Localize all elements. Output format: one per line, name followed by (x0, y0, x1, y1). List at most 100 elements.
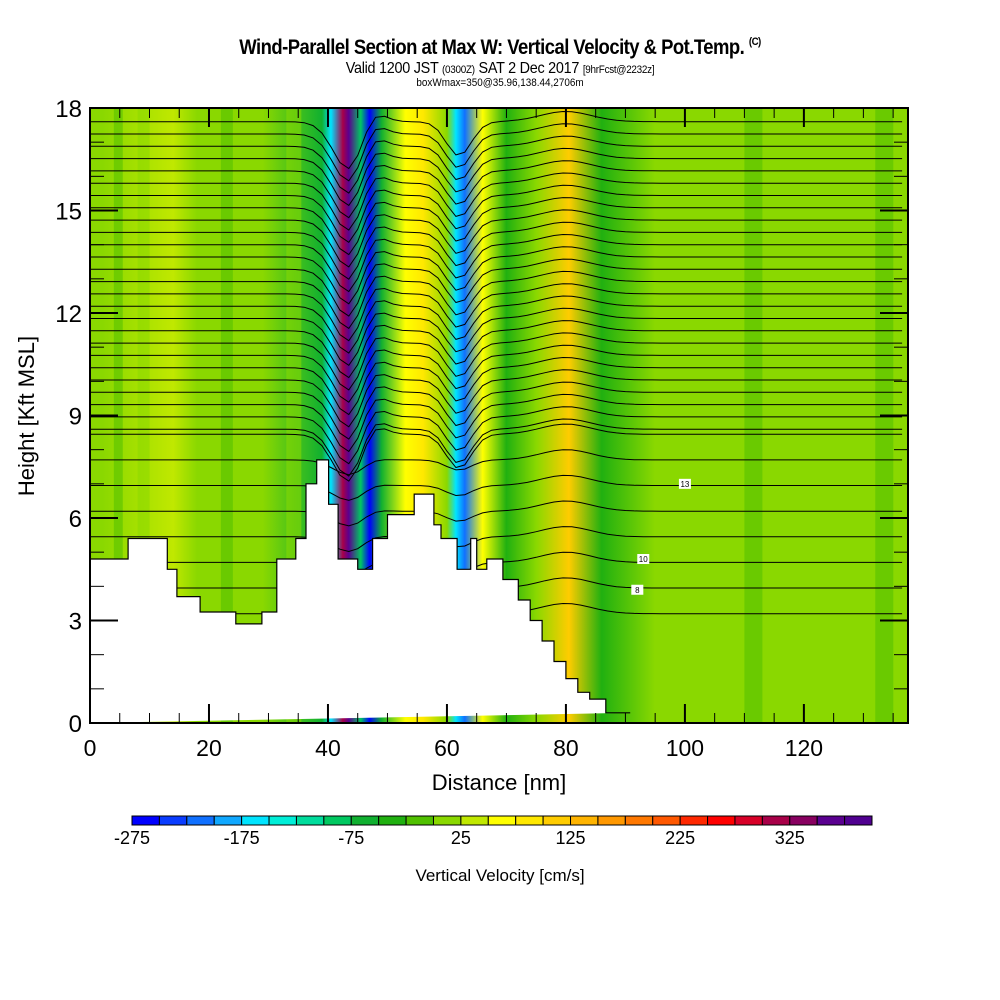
theta-contour-30 (90, 147, 903, 207)
colorbar-tick-label: 225 (665, 828, 695, 848)
colorbar-swatch-1 (158, 815, 188, 826)
theta-contour-20 (90, 270, 903, 330)
x-axis-label: Distance [nm] (432, 770, 567, 795)
theta-contour-24 (90, 221, 903, 280)
colorbar-swatch-9 (378, 815, 407, 826)
colorbar-swatch-3 (213, 815, 243, 826)
valid-date: SAT 2 Dec 2017 (478, 60, 580, 77)
colorbar-tick-label: 125 (555, 828, 585, 848)
field-streak-6 (833, 108, 864, 723)
contour-label-bg (678, 478, 691, 489)
colorbar-swatch-7 (323, 815, 352, 826)
field-streak-5 (744, 108, 763, 723)
theta-contour-8 (90, 418, 903, 477)
theta-contour-31 (90, 135, 903, 194)
colorbar-swatch-24 (789, 815, 818, 826)
y-axis-label: Height [Kft MSL] (14, 336, 39, 496)
field-streak-2 (220, 108, 233, 723)
chart-subtitle: Valid 1200 JST (0300Z) SAT 2 Dec 2017 [9… (50, 60, 950, 78)
x-tick-label: 120 (785, 735, 823, 761)
colorbar-swatch-8 (350, 815, 380, 826)
chart-title: Wind-Parallel Section at Max W: Vertical… (60, 36, 940, 60)
colorbar-swatch-18 (624, 815, 654, 826)
theta-contour-26 (90, 197, 903, 256)
forecast-info: [9hrFcst@2232z] (582, 64, 655, 76)
x-tick-label: 80 (553, 735, 579, 761)
colorbar-swatch-11 (432, 815, 462, 826)
theta-contour-22 (90, 246, 903, 305)
y-tick-label: 9 (69, 404, 82, 431)
colorbar-swatch-15 (542, 815, 572, 826)
colorbar-swatch-13 (487, 815, 517, 826)
theta-contour-17 (90, 307, 903, 366)
theta-contour-14 (90, 344, 903, 403)
theta-contour-18 (90, 295, 903, 354)
theta-contour-25 (90, 209, 903, 268)
colorbar-swatch-10 (405, 815, 434, 826)
colorbar: -275 -175 -75 25 125 225 325 (114, 815, 873, 848)
theta-contour-9 (90, 406, 903, 465)
contour-label-bg (631, 584, 644, 595)
colorbar-swatch-26 (844, 815, 873, 826)
colorbar-swatch-23 (761, 815, 791, 826)
colorbar-tick-label: 25 (451, 828, 471, 848)
field-streak-4 (684, 108, 709, 723)
theta-contour-7 (90, 423, 903, 482)
title-text: Wind-Parallel Section at Max W: Vertical… (239, 36, 745, 59)
theta-contour-15 (90, 332, 903, 391)
y-axis: 0 3 6 9 12 15 18 (55, 96, 908, 738)
x-axis: 0 20 40 60 80 100 120 (84, 108, 894, 761)
x-tick-label: 40 (315, 735, 341, 761)
theta-contour-11 (90, 381, 903, 440)
utc-time: (0300Z) (441, 64, 475, 76)
colorbar-swatch-17 (597, 815, 626, 826)
y-tick-label: 6 (69, 506, 82, 533)
theta-contour-19 (90, 283, 903, 342)
theta-contour-3 (90, 526, 903, 553)
contour-label: 8 (635, 586, 640, 595)
theta-contour-10 (90, 393, 903, 453)
colorbar-swatch-19 (652, 815, 681, 826)
theta-contour-21 (90, 258, 903, 317)
colorbar-swatch-14 (515, 815, 544, 826)
colorbar-swatch-21 (707, 815, 736, 826)
y-tick-label: 18 (55, 96, 82, 123)
contour-label-bg (637, 554, 650, 564)
colorbar-swatch-20 (679, 815, 709, 826)
contour-label: 13 (680, 480, 689, 489)
contour-label: 10 (639, 555, 648, 564)
copyright-mark: (C) (748, 36, 761, 48)
colorbar-swatch-22 (734, 815, 763, 826)
theta-contour-12 (90, 369, 903, 428)
colorbar-swatch-5 (268, 815, 297, 826)
y-tick-label: 12 (55, 301, 82, 328)
theta-contour-13 (90, 356, 903, 416)
terrain-mask (90, 459, 631, 723)
box-info: boxWmax=350@35.96,138.44,2706m (416, 77, 584, 89)
theta-contour-23 (90, 233, 903, 293)
valid-time: Valid 1200 JST (345, 60, 439, 77)
theta-contour-27 (90, 184, 903, 243)
colorbar-swatch-4 (241, 815, 270, 826)
colorbar-swatch-6 (295, 815, 325, 826)
theta-contour-33 (90, 110, 903, 170)
x-tick-label: 20 (196, 735, 222, 761)
theta-contour-28 (90, 172, 903, 231)
y-tick-label: 0 (69, 711, 82, 738)
theta-contour-6 (90, 449, 903, 476)
x-tick-label: 60 (434, 735, 460, 761)
theta-contour-4 (90, 500, 903, 527)
theta-contour-32 (90, 123, 903, 182)
y-tick-label: 3 (69, 609, 82, 636)
colorbar-swatch-25 (816, 815, 846, 826)
colorbar-tick-label: -175 (224, 828, 260, 848)
field-streak-0 (113, 108, 123, 723)
colorbar-tick-label: -275 (114, 828, 150, 848)
theta-contours (90, 110, 903, 629)
colorbar-swatch-0 (131, 815, 160, 826)
theta-contour-29 (90, 160, 903, 219)
theta-contour-5 (90, 474, 903, 501)
colorbar-swatch-16 (570, 815, 599, 826)
contour-labels: 13 10 8 (631, 478, 691, 595)
